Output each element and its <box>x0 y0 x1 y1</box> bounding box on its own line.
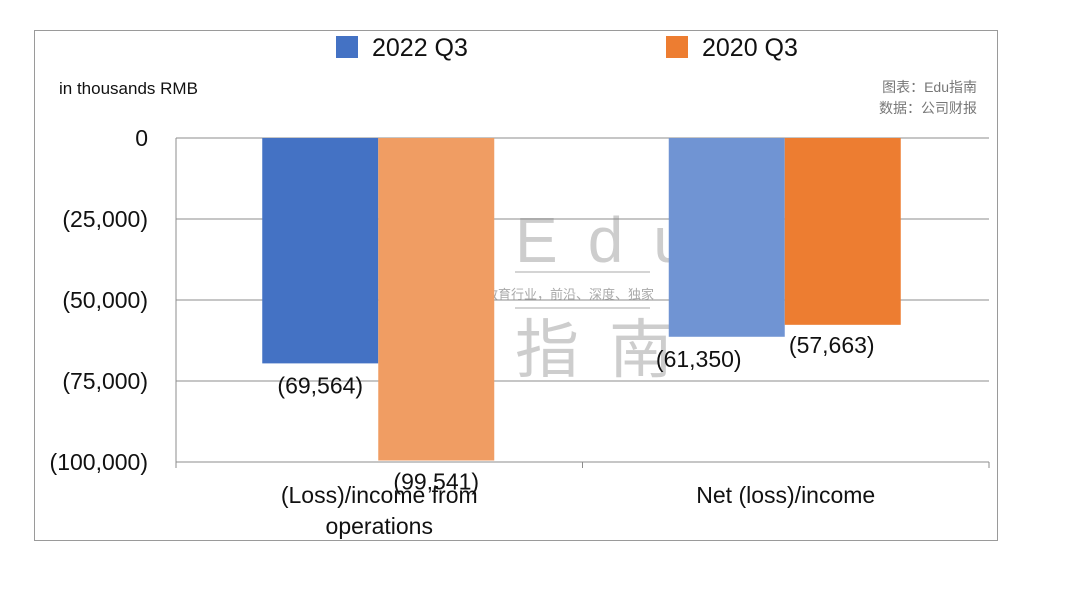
source-line-data: 数据：公司财报 <box>879 100 977 116</box>
y-tick-label: (50,000) <box>62 287 148 313</box>
data-labels: (69,564) (99,541) (61,350) (57,663) <box>277 332 874 495</box>
source-line-chart: 图表：Edu指南 <box>882 79 977 95</box>
watermark-zhinan: 指南 <box>515 314 703 386</box>
watermark: Edu 教育行业，前沿、深度、独家 指南 <box>485 204 719 386</box>
x-category-label: Net (loss)/income <box>696 482 875 508</box>
data-label: (99,541) <box>393 469 479 495</box>
x-axis: (Loss)/income from operations Net (loss)/i… <box>175 461 990 539</box>
data-label: (69,564) <box>277 372 363 398</box>
x-category-label: (Loss)/income from <box>281 482 478 508</box>
bar-2022-q3-2 <box>668 138 785 337</box>
bar-2020-q3-2 <box>784 138 901 325</box>
chart-frame <box>34 30 998 541</box>
y-axis: 0 (25,000) (50,000) (75,000) (100,000) <box>50 125 177 475</box>
watermark-edu: Edu <box>515 204 719 276</box>
y-tick-label: 0 <box>135 125 148 151</box>
legend-label-2020-q3: 2020 Q3 <box>702 34 798 62</box>
y-tick-label: (75,000) <box>62 368 148 394</box>
bar-2020-q3-1 <box>378 138 495 461</box>
data-label: (57,663) <box>789 332 875 358</box>
legend-swatch-2020-q3 <box>666 36 688 58</box>
legend-swatch-2022-q3 <box>336 36 358 58</box>
data-label: (61,350) <box>656 346 742 372</box>
unit-label: in thousands RMB <box>59 79 198 98</box>
watermark-tagline: 教育行业，前沿、深度、独家 <box>485 287 654 302</box>
legend-label-2022-q3: 2022 Q3 <box>372 34 468 62</box>
bars <box>262 138 901 461</box>
y-tick-label: (100,000) <box>50 449 148 475</box>
bar-2022-q3-1 <box>262 138 379 364</box>
legend: 2022 Q3 2020 Q3 <box>336 34 798 62</box>
y-tick-label: (25,000) <box>62 206 148 232</box>
x-category-label: operations <box>326 513 433 539</box>
